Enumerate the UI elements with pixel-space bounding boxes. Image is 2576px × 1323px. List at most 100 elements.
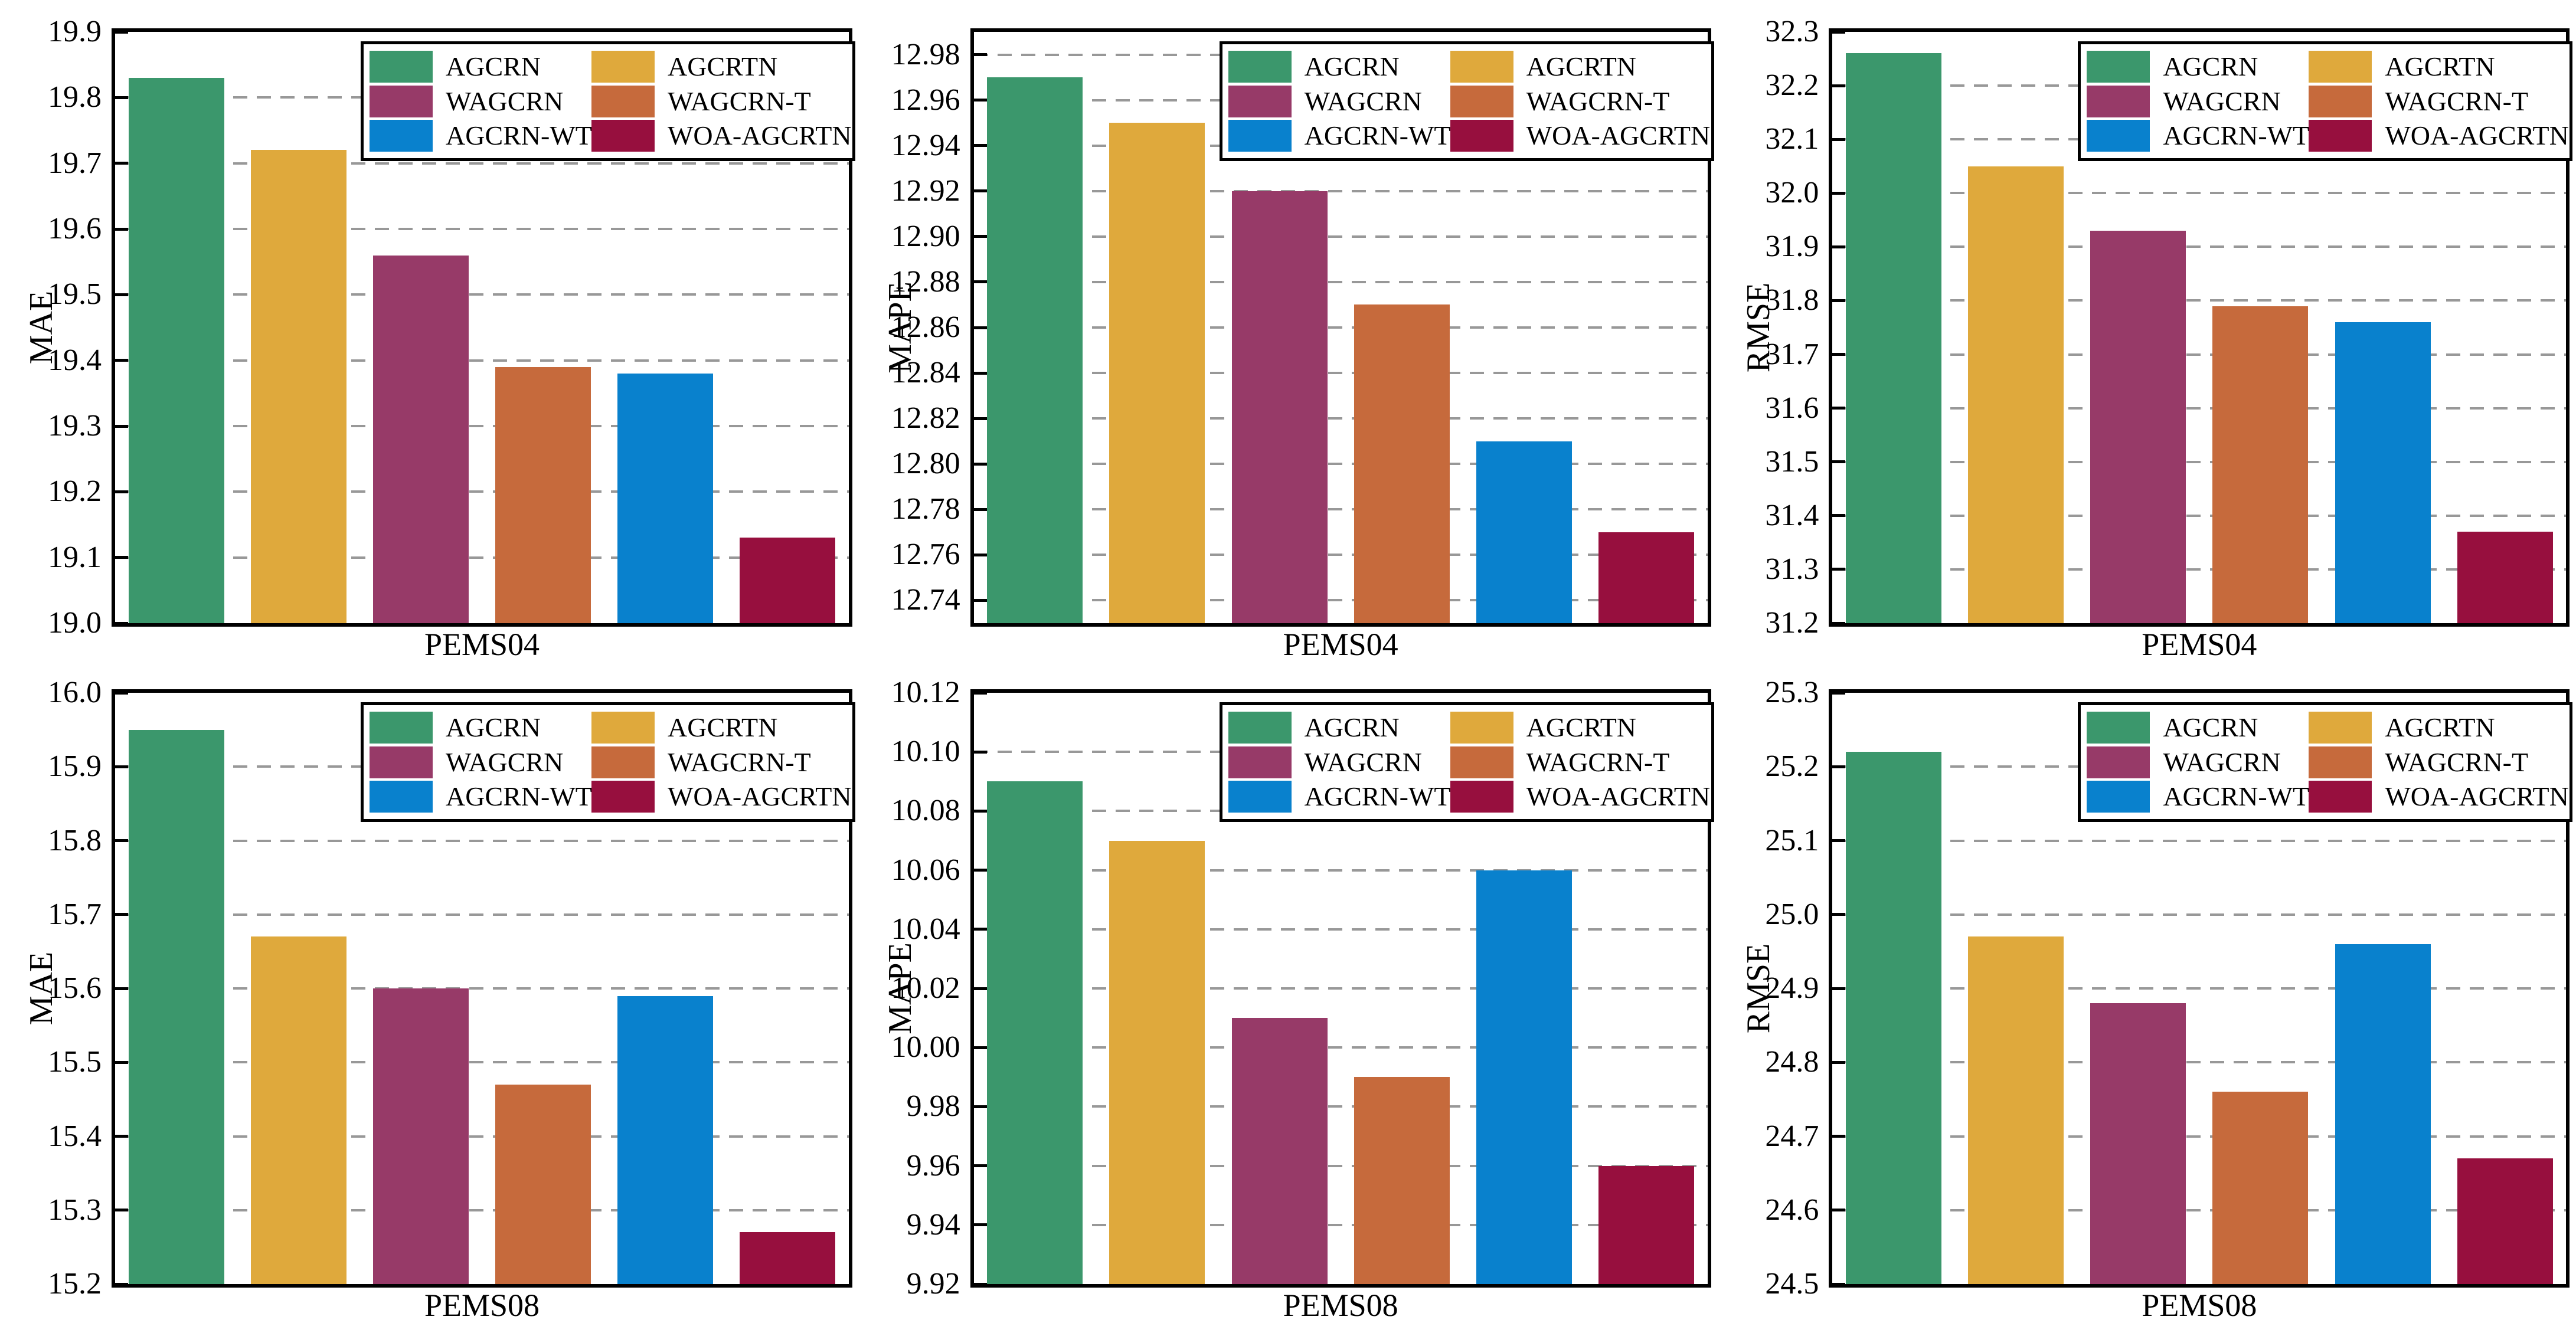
bar-agcrn-wt [2335, 944, 2431, 1284]
y-tick-mark [973, 869, 987, 872]
legend-label: AGCRN-WT [446, 120, 592, 150]
gridline [973, 235, 1708, 238]
gridline [1832, 839, 2567, 842]
y-tick-mark [973, 417, 987, 420]
bar-wagcrn-t [1354, 304, 1450, 623]
legend-label: WOA-AGCRTN [1526, 781, 1711, 811]
legend-item: AGCRTN [1450, 710, 1711, 745]
legend-swatch-wagcrn [2087, 85, 2150, 117]
legend-label: WOA-AGCRTN [2385, 120, 2569, 150]
y-tick-mark [973, 1105, 987, 1108]
gridline [115, 1061, 849, 1064]
legend-swatch-woa-agcrtn [591, 781, 655, 813]
gridline [973, 928, 1708, 931]
y-tick-mark [115, 227, 128, 231]
legend-label: AGCRN-WT [446, 781, 592, 811]
gridline [1832, 987, 2567, 990]
legend: AGCRN AGCRTN WAGCRN WAGCRN-T AGCRN-WT WOA-AGC… [1219, 702, 1714, 822]
gridline [973, 987, 1708, 990]
y-tick-mark [1832, 913, 1846, 916]
bar-wagcrn [2090, 231, 2186, 623]
gridline [973, 326, 1708, 329]
y-tick-label: 10.12 [891, 676, 960, 709]
y-tick-label: 32.1 [1765, 122, 1819, 156]
y-tick-label: 32.2 [1765, 68, 1819, 103]
bar-woa-agcrtn [2457, 532, 2553, 623]
bar-agcrtn [1109, 123, 1205, 623]
y-tick-label: 31.9 [1765, 230, 1819, 264]
x-axis-title: PEMS08 [2142, 1288, 2257, 1323]
y-tick-label: 19.8 [48, 80, 102, 114]
gridline [115, 359, 849, 362]
gridline [1832, 299, 2567, 302]
legend: AGCRN AGCRTN WAGCRN WAGCRN-T AGCRN-WT WOA-AGC… [2078, 41, 2573, 161]
legend-swatch-woa-agcrtn [1450, 781, 1513, 813]
legend-item: AGCRN-WT [1228, 780, 1451, 814]
chart-panel-rmse-pems04: 31.2 31.3 31.4 31.5 31.6 31.7 31.8 31.9 32.0 32.1… [1717, 0, 2576, 661]
y-tick-label: 31.6 [1765, 391, 1819, 425]
gridline [1832, 353, 2567, 356]
legend-swatch-agcrtn [1450, 51, 1513, 83]
legend-label: AGCRN [1304, 51, 1400, 81]
gridline [115, 1209, 849, 1211]
y-tick-label: 10.06 [891, 853, 960, 887]
y-tick-mark [1832, 568, 1846, 571]
gridline [115, 425, 849, 427]
legend-swatch-woa-agcrtn [2309, 781, 2372, 813]
y-tick-label: 32.3 [1765, 15, 1819, 48]
legend-swatch-wagcrn-t [1450, 85, 1513, 117]
y-tick-label: 12.98 [891, 37, 960, 71]
legend-swatch-agcrn-wt [1228, 781, 1292, 813]
y-tick-label: 24.7 [1765, 1119, 1819, 1153]
legend-item: AGCRN-WT [2087, 780, 2309, 814]
gridline [973, 463, 1708, 466]
y-tick-label: 9.96 [906, 1148, 960, 1183]
y-tick-label: 10.08 [891, 794, 960, 828]
bar-agcrn [128, 729, 224, 1284]
y-tick-mark [1832, 137, 1846, 141]
legend-item: WOA-AGCRTN [1450, 119, 1711, 153]
y-tick-label: 24.6 [1765, 1193, 1819, 1227]
y-tick-mark [973, 1223, 987, 1227]
y-tick-mark [115, 691, 128, 695]
legend-item: WAGCRN [2087, 745, 2309, 780]
y-tick-label: 10.00 [891, 1030, 960, 1065]
gridline [115, 556, 849, 559]
legend-label: WAGCRN [1304, 86, 1422, 116]
y-tick-label: 10.02 [891, 971, 960, 1005]
y-tick-label: 19.7 [48, 146, 102, 180]
gridline [1832, 1135, 2567, 1138]
legend: AGCRN AGCRTN WAGCRN WAGCRN-T AGCRN-WT WOA-AGC… [361, 41, 855, 161]
y-tick-label: 12.94 [891, 128, 960, 162]
y-tick-mark [115, 30, 128, 34]
legend-swatch-wagcrn-t [591, 746, 655, 778]
legend-item: AGCRN-WT [1228, 119, 1451, 153]
y-tick-label: 31.3 [1765, 552, 1819, 586]
legend-swatch-wagcrn [370, 746, 433, 778]
y-tick-label: 31.5 [1765, 444, 1819, 479]
y-tick-mark [115, 839, 128, 842]
y-tick-mark [973, 691, 987, 695]
y-tick-label: 24.8 [1765, 1045, 1819, 1079]
y-tick-label: 15.7 [48, 897, 102, 931]
legend-item: AGCRN-WT [370, 780, 592, 814]
chart-panel-rmse-pems08: 24.5 24.6 24.7 24.8 24.9 25.0 25.1 25.2 25.3 RMSE… [1717, 661, 2576, 1323]
y-tick-mark [115, 293, 128, 296]
y-tick-mark [1832, 407, 1846, 410]
legend-label: WOA-AGCRTN [1526, 120, 1711, 150]
legend-swatch-agcrtn [2309, 712, 2372, 744]
legend-item: WOA-AGCRTN [591, 780, 852, 814]
legend-label: WAGCRN-T [668, 746, 811, 777]
legend-swatch-agcrn [2087, 51, 2150, 83]
y-tick-label: 12.90 [891, 219, 960, 253]
legend-label: AGCRN-WT [2163, 781, 2310, 811]
y-tick-label: 19.6 [48, 212, 102, 245]
legend-swatch-wagcrn-t [2309, 85, 2372, 117]
legend-label: AGCRTN [668, 712, 778, 742]
legend: AGCRN AGCRTN WAGCRN WAGCRN-T AGCRN-WT WOA-AGC… [1219, 41, 1714, 161]
y-tick-mark [1832, 1135, 1846, 1138]
y-tick-label: 25.0 [1765, 897, 1819, 931]
legend-label: AGCRTN [2385, 712, 2495, 742]
y-tick-mark [973, 553, 987, 556]
bar-agcrtn [1109, 840, 1205, 1284]
